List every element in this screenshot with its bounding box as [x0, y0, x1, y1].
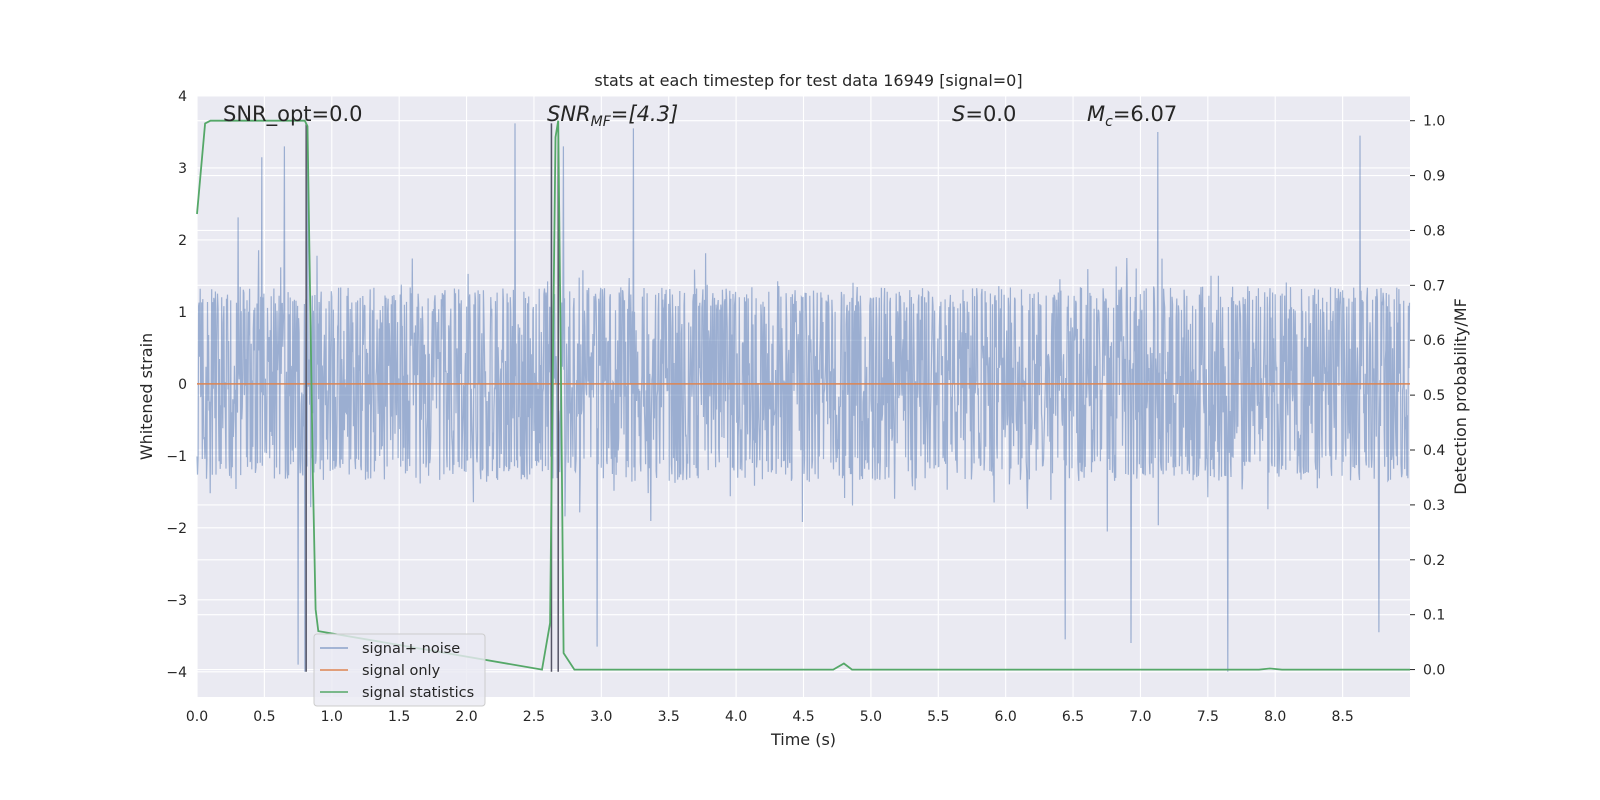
annotation-snr-mf-main: SNR [547, 102, 591, 126]
y2-tick-label: 0.7 [1423, 278, 1445, 294]
x-tick-label: 0.5 [253, 709, 275, 725]
y-tick-label: −4 [166, 665, 187, 681]
annotation-s: S=0.0 [952, 102, 1016, 126]
legend-label-signal-noise: signal+ noise [362, 641, 460, 657]
y2-tick-label: 0.1 [1423, 608, 1445, 624]
y2-tick-label: 0.3 [1423, 498, 1445, 514]
annotation-snr-opt: SNR_opt=0.0 [223, 102, 363, 127]
annotation-s-value: =0.0 [965, 102, 1016, 126]
y-tick-label: 2 [178, 233, 187, 249]
y-tick-label: 1 [178, 305, 187, 321]
x-tick-label: 5.5 [927, 709, 949, 725]
signal-statistics-line [196, 119, 1410, 671]
x-tick-label: 1.5 [388, 709, 410, 725]
y-tick-label: −2 [166, 521, 187, 537]
y-tick-label: 3 [178, 161, 187, 177]
x-tick-label: 7.5 [1197, 709, 1219, 725]
x-tick-label: 2.0 [455, 709, 477, 725]
annotation-mc-value: =6.07 [1113, 102, 1177, 126]
y-tick-label: 0 [178, 377, 187, 393]
x-tick-label: 1.0 [321, 709, 343, 725]
chart-title: stats at each timestep for test data 169… [594, 71, 1022, 90]
annotation-snr-mf-sub: MF [591, 114, 612, 130]
x-tick-label: 4.5 [792, 709, 814, 725]
y2-tick-label: 0.2 [1423, 553, 1445, 569]
x-tick-label: 8.5 [1331, 709, 1353, 725]
x-tick-label: 0.0 [186, 709, 208, 725]
y-tick-label: −3 [166, 593, 187, 609]
annotation-mc-main: M [1087, 102, 1105, 126]
x-tick-label: 3.5 [658, 709, 680, 725]
annotation-snr-mf-value: =[4.3] [611, 102, 678, 126]
annotation-snr-mf: SNRMF=[4.3] [547, 102, 678, 130]
y2-tick-label: 1.0 [1423, 114, 1445, 130]
y-tick-label: −1 [166, 449, 187, 465]
annotation-mc: Mc=6.07 [1087, 102, 1177, 130]
y2-tick-label: 0.6 [1423, 333, 1445, 349]
y2-tick-label: 0.0 [1423, 663, 1445, 679]
y2-axis-label: Detection probability/MF [1451, 298, 1470, 495]
y2-tick-label: 0.5 [1423, 388, 1445, 404]
x-axis-label: Time (s) [770, 730, 836, 749]
y-tick-label: 4 [178, 89, 187, 105]
series-signal-statistics [196, 119, 1410, 671]
x-tick-label: 8.0 [1264, 709, 1286, 725]
y2-tick-label: 0.4 [1423, 443, 1445, 459]
y2-tick-label: 0.9 [1423, 169, 1445, 185]
axis-ticks: 0.0 0.5 1.0 1.5 2.0 2.5 3.0 3.5 4.0 4.5 5.0 5.5 6.0 6… [166, 89, 1445, 725]
x-tick-label: 4.0 [725, 709, 747, 725]
legend: signal+ noise signal only signal statist… [313, 633, 486, 707]
x-tick-label: 7.0 [1129, 709, 1151, 725]
x-tick-label: 6.0 [995, 709, 1017, 725]
annotation-s-main: S [952, 102, 965, 126]
annotation-mc-sub: c [1105, 114, 1113, 130]
legend-label-signal-only: signal only [362, 663, 441, 679]
x-tick-label: 3.0 [590, 709, 612, 725]
vertical-markers [305, 123, 559, 672]
legend-box [313, 633, 486, 707]
x-tick-label: 2.5 [523, 709, 545, 725]
legend-label-signal-statistics: signal statistics [362, 685, 474, 701]
x-tick-label: 5.0 [860, 709, 882, 725]
y-axis-label: Whitened strain [137, 333, 156, 460]
x-tick-label: 6.5 [1062, 709, 1084, 725]
y2-tick-label: 0.8 [1423, 223, 1445, 239]
